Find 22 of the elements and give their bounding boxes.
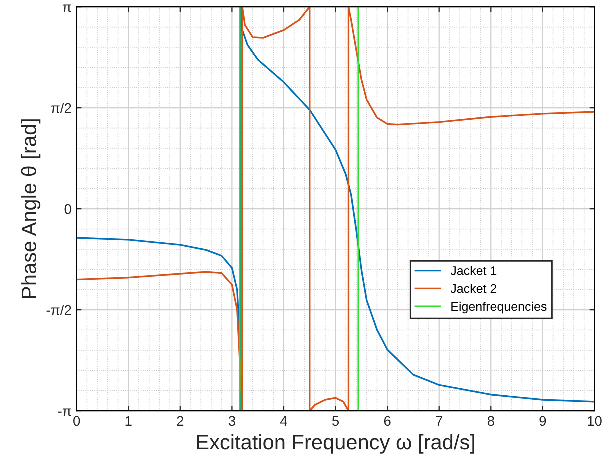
y-tick-label: 0 xyxy=(64,204,72,214)
x-tick-label: 2 xyxy=(177,416,184,426)
x-tick-label: 10 xyxy=(588,416,602,426)
x-tick-label: 9 xyxy=(540,416,546,426)
y-axis-title: Phase Angle θ [rad] xyxy=(21,120,41,298)
x-axis-title: Excitation Frequency ω [rad/s] xyxy=(197,434,474,454)
legend-label: Jacket 1 xyxy=(450,266,497,276)
x-tick-label: 5 xyxy=(332,416,340,426)
y-tick-label: -π xyxy=(58,408,72,416)
x-tick-label: 6 xyxy=(384,416,391,426)
x-tick-label: 8 xyxy=(488,416,494,426)
line-series xyxy=(76,7,595,412)
y-tick-label: -π/2 xyxy=(46,305,72,316)
y-tick-label: π xyxy=(62,4,72,12)
x-tick-label: 3 xyxy=(228,416,236,426)
x-tick-label: 4 xyxy=(280,416,288,426)
x-tick-label: 0 xyxy=(74,416,80,426)
legend-label: Jacket 2 xyxy=(450,284,497,294)
legend-label: Eigenfrequencies xyxy=(452,302,547,314)
y-tick-label: π/2 xyxy=(51,103,72,114)
x-tick-label: 7 xyxy=(436,416,443,426)
x-tick-label: 1 xyxy=(126,416,132,426)
